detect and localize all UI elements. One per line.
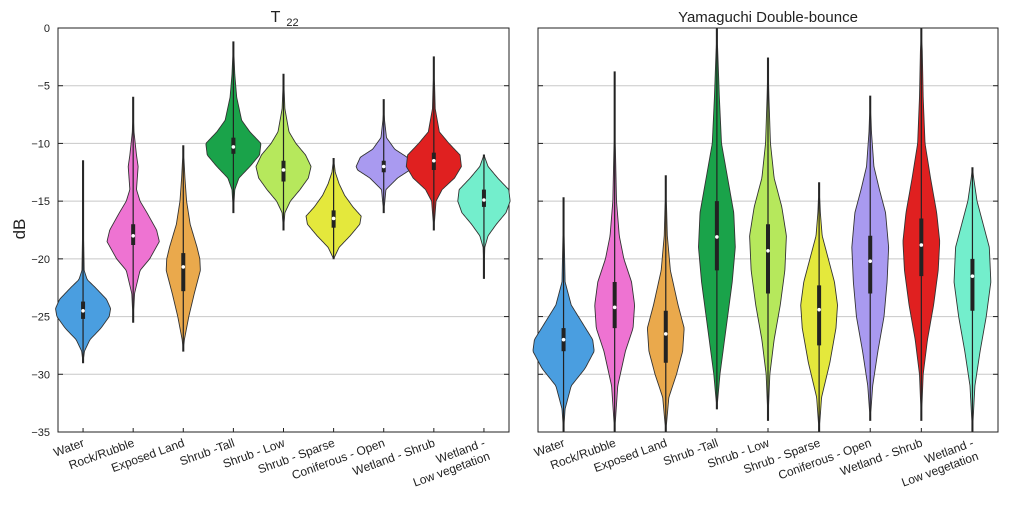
violin-rock-rubble: Rock/Rubble: [548, 71, 635, 472]
violin-median-dot: [919, 243, 924, 247]
y-tick-label: −30: [31, 369, 50, 381]
violin-median-dot: [766, 248, 770, 253]
y-tick-label: −35: [31, 427, 50, 439]
violin-median-dot: [561, 337, 566, 342]
y-tick-label: −20: [31, 254, 50, 266]
violin-median-dot: [81, 309, 85, 313]
violin-median-dot: [868, 259, 873, 263]
violin-exposed-land: Exposed Land: [109, 145, 201, 475]
violin-median-dot: [482, 198, 486, 202]
violin-median-dot: [181, 265, 186, 269]
violin-median-dot: [817, 307, 821, 312]
violin-median-dot: [432, 158, 436, 163]
violin-median-dot: [970, 274, 975, 278]
y-tick-label: −5: [37, 81, 50, 93]
violin-median-dot: [131, 233, 135, 238]
y-tick-label: −10: [31, 138, 50, 150]
violin-median-dot: [381, 164, 386, 169]
y-axis-label: dB: [10, 219, 29, 240]
violin-water: Water: [532, 197, 595, 460]
violin-median-dot: [715, 235, 719, 239]
violin-median-dot: [331, 216, 336, 221]
violin-median-dot: [231, 145, 236, 149]
violin-shrub-sparse: Shrub - Sparse: [256, 157, 362, 476]
violin-median-dot: [281, 168, 286, 172]
panel-title-subscript: 22: [286, 17, 298, 29]
y-tick-label: −15: [31, 196, 50, 208]
t22-panel: 0−5−10−15−20−25−30−35T 22WaterRock/Rubble…: [31, 9, 511, 490]
violin-median-dot: [612, 305, 617, 310]
violin-coniferous-open: Coniferous - Open: [290, 99, 412, 482]
y-tick-label: 0: [44, 23, 50, 35]
violin-wetland-shrub: Wetland - Shrub: [351, 56, 462, 478]
violin-water: Water: [52, 160, 112, 460]
yamaguchi-panel: Yamaguchi Double-bounceWaterRock/RubbleE…: [532, 9, 999, 490]
violin-shrub-tall: Shrub -Tall: [661, 27, 736, 468]
panel-title-main: T: [271, 9, 281, 26]
violin-median-dot: [663, 332, 668, 336]
panel-title: Yamaguchi Double-bounce: [678, 9, 858, 26]
y-tick-label: −25: [31, 312, 50, 324]
